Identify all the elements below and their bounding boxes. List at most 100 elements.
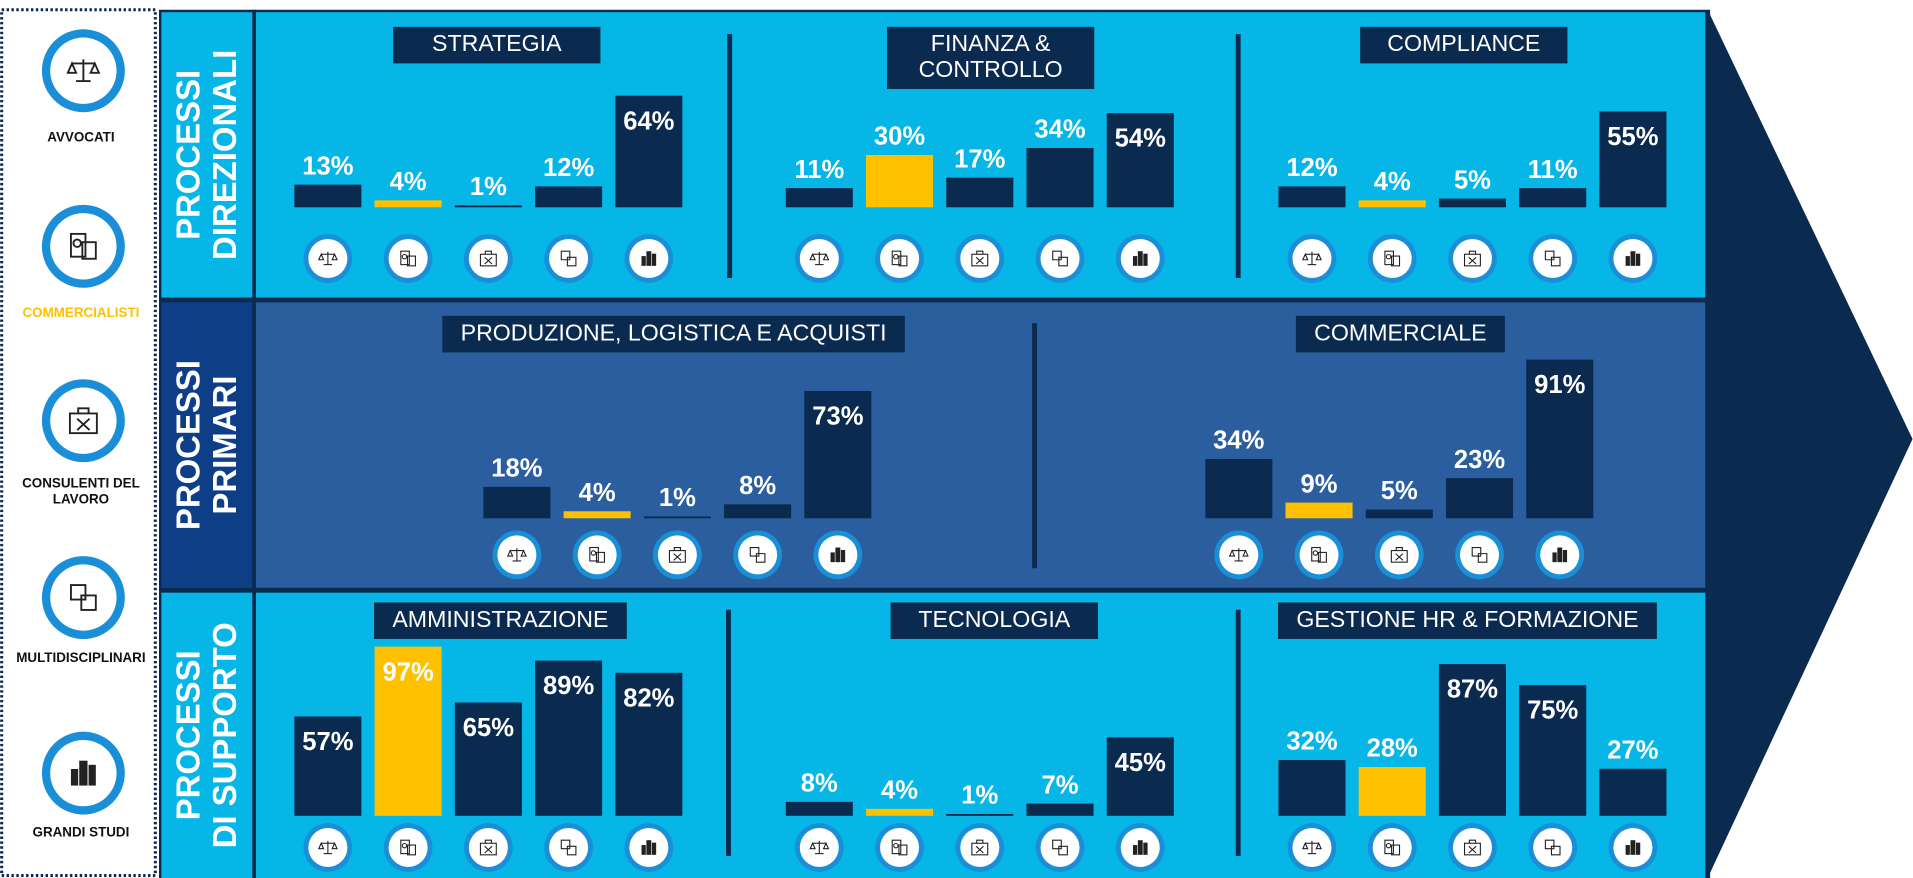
value-label: 45%	[1115, 749, 1166, 777]
value-label: 87%	[1447, 676, 1498, 704]
glyph	[1385, 253, 1392, 260]
value-label: 11%	[794, 156, 844, 184]
row-label: PROCESSI	[169, 70, 206, 240]
bar	[615, 672, 683, 816]
bar-icon	[875, 234, 924, 283]
row-label: PROCESSI	[169, 360, 206, 530]
glyph	[1312, 550, 1319, 556]
value-label: 75%	[1527, 697, 1578, 725]
value-label: 32%	[1286, 728, 1337, 756]
icon-face	[1533, 828, 1573, 868]
glyph	[1137, 251, 1143, 266]
glyph	[1132, 256, 1138, 266]
bar-icon	[652, 530, 702, 580]
bar-icon	[303, 234, 353, 283]
icon-face	[388, 828, 428, 868]
bar	[946, 813, 1014, 816]
panel-title: COMPLIANCE	[1387, 30, 1540, 56]
bar-icon	[875, 823, 924, 872]
icon-face	[1040, 239, 1080, 279]
value-label: 4%	[1374, 168, 1411, 196]
glyph	[1468, 839, 1477, 844]
icon-face	[657, 535, 697, 575]
bar-icon	[1214, 530, 1264, 580]
icon-face	[549, 828, 589, 868]
icon-face	[549, 239, 589, 279]
glyph	[406, 844, 416, 856]
glyph	[1635, 842, 1641, 855]
bar	[1599, 768, 1667, 816]
bar-icon	[794, 823, 844, 872]
icon-face	[1372, 828, 1412, 868]
bar-icon	[492, 530, 542, 580]
glyph	[70, 584, 97, 611]
glyph	[77, 407, 90, 414]
icon-face	[1460, 535, 1500, 575]
bar-icon	[1528, 823, 1578, 872]
glyph	[1143, 842, 1148, 855]
legend-icon	[41, 379, 125, 463]
glyph	[400, 839, 410, 855]
icon-face	[960, 828, 1000, 868]
bar	[1106, 737, 1174, 816]
glyph	[70, 232, 87, 258]
glyph	[1052, 250, 1068, 267]
value-label: 17%	[954, 145, 1005, 173]
glyph	[68, 412, 98, 435]
value-label: 8%	[801, 770, 838, 798]
glyph	[484, 256, 493, 265]
bar-icon	[572, 530, 622, 580]
glyph	[1384, 250, 1394, 266]
glyph	[1635, 253, 1641, 266]
glyph	[76, 417, 91, 431]
glyph	[835, 547, 841, 563]
bar	[1519, 685, 1587, 816]
bar	[724, 504, 792, 519]
glyph	[1384, 839, 1394, 855]
glyph	[673, 553, 682, 561]
bar	[1205, 458, 1273, 519]
glyph	[1395, 553, 1404, 561]
panel-title: CONTROLLO	[919, 56, 1063, 82]
value-label: 5%	[1381, 477, 1418, 505]
value-label: 12%	[1286, 154, 1337, 182]
legend-icon	[41, 556, 125, 639]
glyph	[560, 250, 577, 267]
glyph	[79, 760, 88, 786]
glyph	[646, 840, 652, 855]
glyph	[81, 241, 97, 260]
panel-title: TECNOLOGIA	[918, 606, 1070, 632]
bar	[1438, 198, 1506, 208]
bar	[1526, 359, 1594, 519]
glyph	[406, 255, 416, 267]
icon-face	[50, 213, 117, 280]
glyph	[484, 845, 493, 854]
bar-icon	[383, 823, 433, 872]
bar-icon	[1455, 530, 1504, 580]
glyph	[1311, 546, 1321, 562]
legend-label: GRANDI STUDI	[33, 824, 130, 839]
panel-title: GESTIONE HR & FORMAZIONE	[1296, 606, 1638, 632]
value-label: 9%	[1301, 470, 1338, 498]
glyph	[401, 253, 408, 260]
glyph	[809, 841, 830, 850]
bar-icon	[1115, 234, 1165, 283]
bar	[1278, 186, 1346, 208]
value-label: 4%	[579, 479, 616, 507]
glyph	[506, 549, 527, 557]
bar	[1358, 766, 1426, 816]
glyph	[1630, 251, 1636, 266]
icon-face	[880, 239, 920, 279]
value-label: 55%	[1607, 123, 1658, 151]
bar-icon	[1294, 530, 1344, 580]
legend-label: AVVOCATI	[47, 129, 114, 144]
glyph	[1562, 549, 1568, 563]
icon-face	[1533, 239, 1573, 279]
bar	[563, 511, 631, 519]
value-label: 34%	[1034, 116, 1085, 144]
row-label: PRIMARI	[206, 376, 243, 515]
value-label: 64%	[623, 107, 674, 135]
bar	[535, 660, 603, 816]
value-label: 57%	[302, 728, 353, 756]
bar-icon	[1035, 823, 1085, 872]
